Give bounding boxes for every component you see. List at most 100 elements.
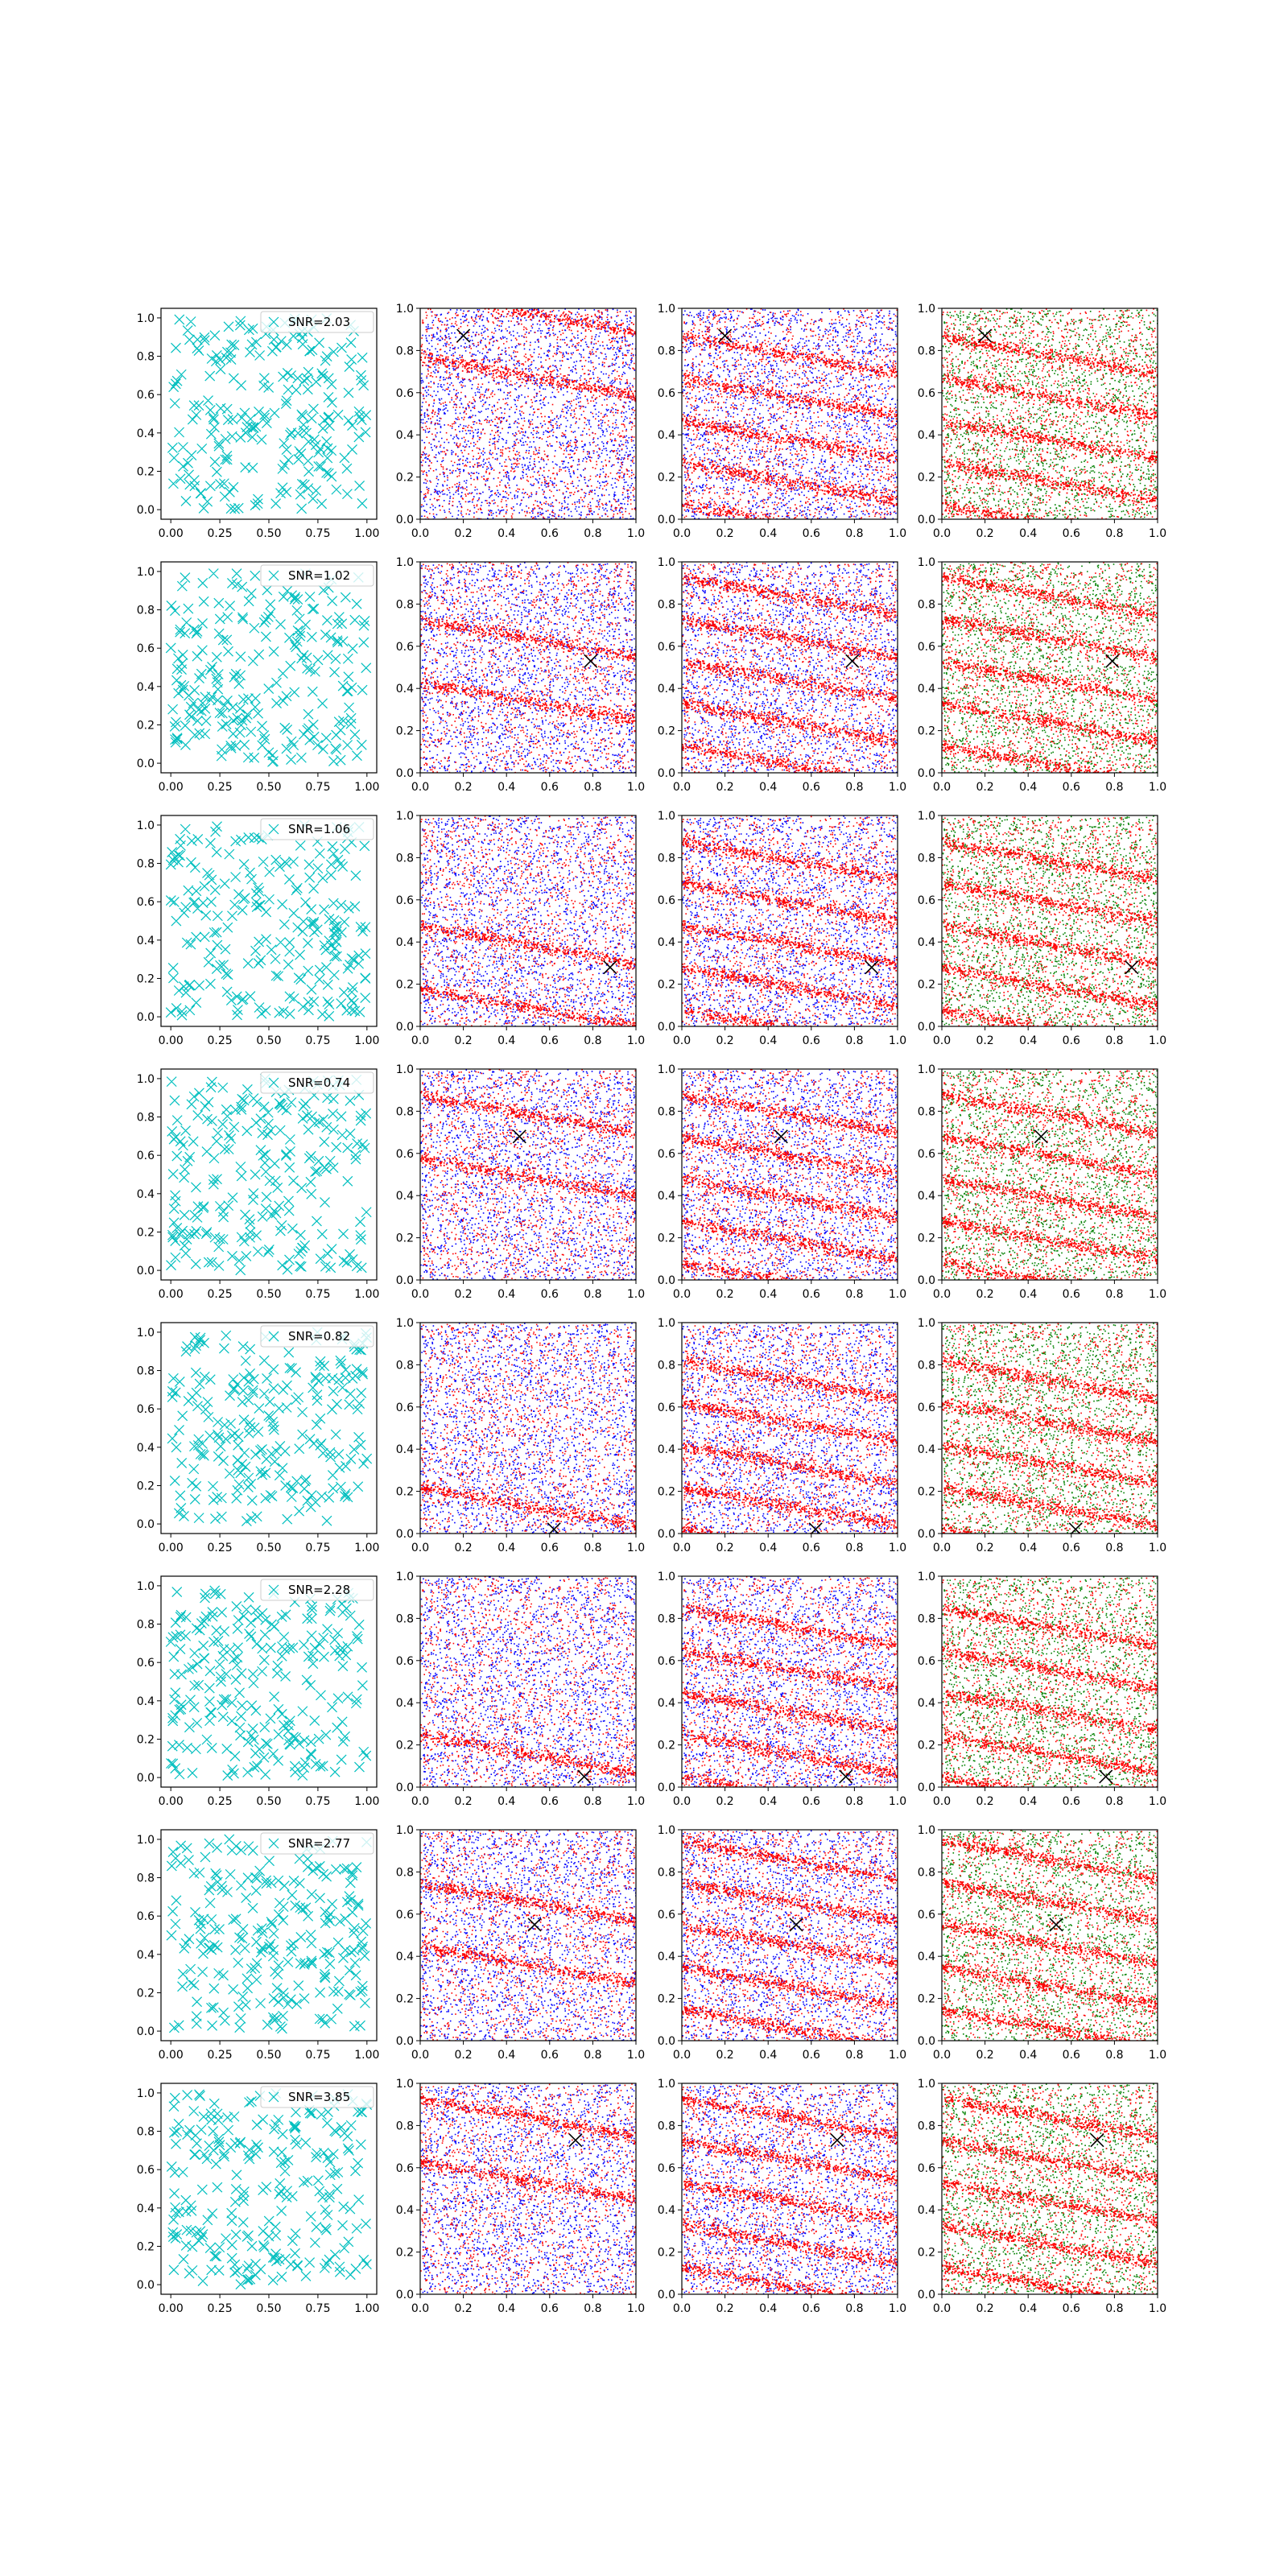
plot-area	[942, 562, 1159, 774]
y-tick-label: 0.8	[396, 2120, 414, 2132]
y-tick-label: 0.4	[137, 681, 155, 694]
y-tick-label: 0.6	[918, 641, 935, 654]
x-tick-label: 0.2	[716, 1034, 733, 1047]
y-tick-label: 0.0	[137, 1265, 155, 1278]
x-tick-label: 0.6	[1063, 1288, 1080, 1301]
y-tick-label: 0.6	[658, 894, 675, 907]
panel-r1-c2: 0.0 0.2 0.4 0.6 0.8 1.00.00.20.40.60.81.0	[658, 556, 906, 794]
y-tick-label: 0.4	[918, 2204, 935, 2217]
signal-points	[682, 815, 899, 1028]
y-tick-label: 0.4	[396, 1697, 414, 1710]
y-tick-label: 0.4	[918, 1443, 935, 1456]
y-tick-label: 0.4	[658, 936, 675, 949]
y-tick-label: 0.4	[396, 2204, 414, 2217]
y-tick-label: 0.6	[918, 1148, 935, 1161]
x-tick-label: 0.6	[803, 781, 820, 794]
y-tick-label: 0.4	[658, 1443, 675, 1456]
x-tick-label: 0.6	[541, 2049, 559, 2062]
best-estimate-marker	[790, 1918, 803, 1931]
x-tick-label: 0.4	[759, 781, 777, 794]
x-tick-label: 1.0	[627, 1288, 645, 1301]
y-tick-label: 1.0	[396, 2078, 414, 2091]
y-tick-label: 0.6	[396, 387, 414, 400]
y-tick-label: 0.0	[137, 2279, 155, 2292]
y-tick-label: 0.4	[918, 1697, 935, 1710]
y-tick-label: 0.6	[137, 1150, 155, 1162]
x-tick-label: 0.8	[584, 1542, 601, 1554]
x-tick-label: 1.0	[627, 2049, 645, 2062]
panel-r5-c1: 0.0 0.2 0.4 0.6 0.8 1.00.00.20.40.60.81.0	[396, 1571, 645, 1808]
y-tick-label: 1.0	[396, 1571, 414, 1583]
x-tick-label: 0.4	[759, 1542, 777, 1554]
plot-area	[167, 1074, 372, 1275]
signal-points	[942, 1069, 1159, 1282]
panel-r4-c3: 0.0 0.2 0.4 0.6 0.8 1.00.00.20.40.60.81.0	[918, 1317, 1166, 1554]
x-tick-label: 0.50	[256, 781, 281, 794]
y-tick-label: 0.4	[396, 936, 414, 949]
y-tick-label: 0.6	[658, 1402, 675, 1414]
x-tick-label: 0.2	[454, 781, 472, 794]
plot-area	[420, 562, 638, 774]
x-tick-label: 0.4	[497, 1542, 515, 1554]
background-point-cloud	[420, 2083, 637, 2296]
panel-r7-c3: 0.0 0.2 0.4 0.6 0.8 1.00.00.20.40.60.81.0	[918, 2078, 1166, 2315]
plot-area	[420, 1576, 638, 1789]
x-tick-label: 0.00	[159, 1288, 184, 1301]
y-tick-label: 0.2	[396, 2247, 414, 2260]
x-tick-label: 0.0	[673, 1542, 691, 1554]
y-tick-label: 0.0	[658, 2035, 675, 2048]
y-tick-label: 0.4	[396, 683, 414, 696]
x-tick-label: 0.75	[305, 781, 330, 794]
plot-area	[942, 1069, 1159, 1282]
y-tick-label: 1.0	[658, 1317, 675, 1330]
y-tick-label: 1.0	[137, 312, 155, 325]
y-tick-label: 0.4	[658, 1190, 675, 1203]
y-tick-label: 0.0	[658, 1021, 675, 1034]
panel-r4-c0: 0.00 0.25 0.50 0.75 1.000.00.20.40.60.81.0 SN…	[137, 1323, 380, 1554]
x-tick-label: 0.4	[759, 1034, 777, 1047]
y-tick-label: 0.0	[137, 504, 155, 517]
y-tick-label: 0.8	[918, 598, 935, 611]
plot-area	[167, 1835, 371, 2033]
y-tick-label: 0.6	[918, 1909, 935, 1922]
y-tick-label: 0.6	[658, 1655, 675, 1668]
y-tick-label: 0.0	[396, 1528, 414, 1541]
x-tick-label: 0.2	[454, 527, 472, 540]
plot-area	[942, 1830, 1159, 2042]
background-points	[942, 308, 1158, 521]
y-tick-label: 0.8	[396, 1866, 414, 1879]
x-tick-label: 0.6	[803, 2302, 820, 2315]
background-points	[682, 2083, 898, 2296]
signal-points	[942, 1576, 1159, 1789]
x-tick-label: 0.25	[208, 1034, 233, 1047]
signal-points	[420, 308, 638, 520]
x-tick-label: 1.00	[354, 527, 379, 540]
y-tick-label: 0.0	[137, 2025, 155, 2038]
y-tick-label: 0.2	[396, 472, 414, 485]
x-tick-label: 0.4	[1019, 2302, 1037, 2315]
y-tick-label: 1.0	[396, 1824, 414, 1837]
panel-r0-c3: 0.0 0.2 0.4 0.6 0.8 1.00.00.20.40.60.81.0	[918, 303, 1166, 540]
axes-frame	[942, 1323, 1158, 1534]
y-tick-label: 0.0	[918, 514, 935, 526]
x-tick-label: 0.0	[933, 781, 951, 794]
legend-label: SNR=0.74	[288, 1075, 350, 1090]
x-tick-label: 0.6	[803, 2049, 820, 2062]
plot-area	[167, 2088, 371, 2289]
background-points	[420, 815, 637, 1028]
y-tick-label: 0.8	[658, 1612, 675, 1625]
y-tick-label: 0.2	[137, 465, 155, 478]
x-tick-label: 0.4	[497, 2302, 515, 2315]
x-tick-label: 0.75	[305, 1542, 330, 1554]
x-tick-label: 0.8	[584, 1795, 601, 1808]
axes-frame	[161, 562, 377, 773]
x-tick-label: 0.0	[673, 1795, 691, 1808]
x-tick-label: 1.0	[627, 781, 645, 794]
x-tick-label: 0.2	[976, 1034, 993, 1047]
y-tick-label: 0.2	[396, 725, 414, 738]
x-tick-label: 0.75	[305, 527, 330, 540]
x-tick-label: 0.0	[673, 1034, 691, 1047]
panel-r4-c1: 0.0 0.2 0.4 0.6 0.8 1.00.00.20.40.60.81.0	[396, 1317, 645, 1554]
legend-label: SNR=3.85	[288, 2090, 350, 2104]
